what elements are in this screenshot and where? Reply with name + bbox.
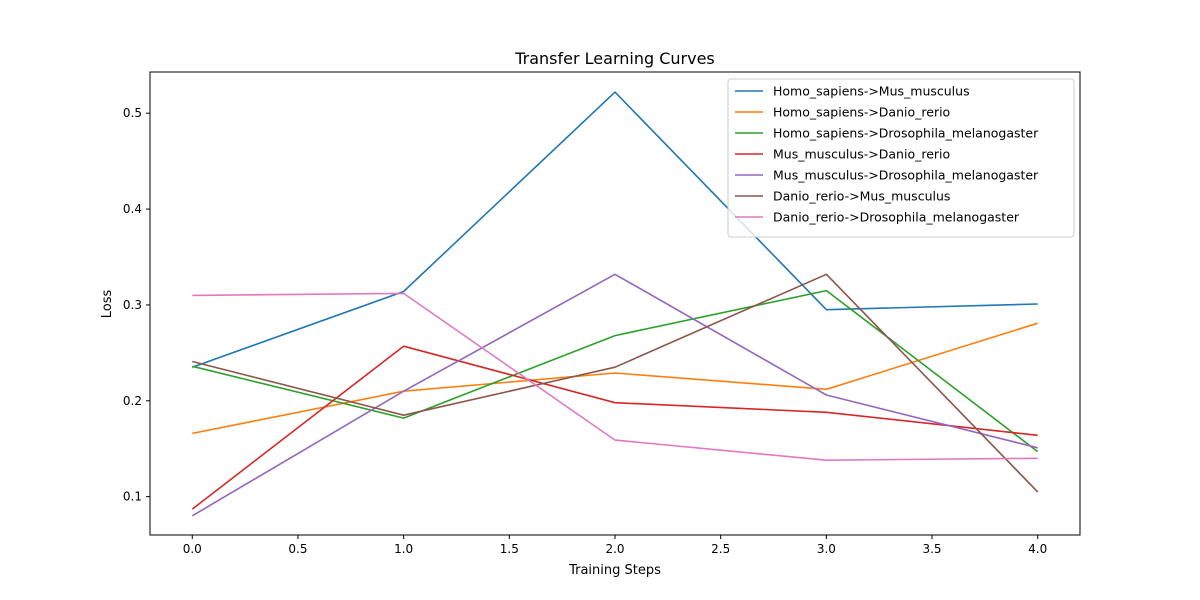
legend-entry: Mus_musculus->Drosophila_melanogaster: [773, 168, 1039, 183]
legend-entry: Danio_rerio->Drosophila_melanogaster: [773, 210, 1020, 225]
x-tick-label: 4.0: [1028, 542, 1047, 556]
x-tick-label: 2.5: [711, 542, 730, 556]
y-tick-label: 0.4: [123, 202, 142, 216]
y-axis-label: Loss: [100, 290, 115, 319]
legend-entry: Danio_rerio->Mus_musculus: [773, 189, 950, 204]
y-tick-label: 0.2: [123, 394, 142, 408]
x-tick-label: 3.0: [817, 542, 836, 556]
y-tick-label: 0.5: [123, 106, 142, 120]
series-line-6: [192, 273, 1039, 493]
legend-entry: Homo_sapiens->Danio_rerio: [773, 105, 950, 120]
chart-title: Transfer Learning Curves: [514, 49, 715, 68]
series-line-3: [192, 289, 1039, 453]
x-tick-label: 1.0: [394, 542, 413, 556]
axis-ticks: 0.0 0.5 1.0 1.5 2.0 2.5 3.0 3.5 4.0 0.1 0.2 0.3 0.4 0…: [123, 106, 1047, 556]
legend-box: [727, 78, 1075, 238]
x-tick-label: 0.5: [288, 542, 307, 556]
y-tick-label: 0.3: [123, 298, 142, 312]
x-tick-label: 3.5: [922, 542, 941, 556]
plot-frame: [149, 71, 1081, 536]
x-tick-label: 1.5: [500, 542, 519, 556]
series-line-1: [192, 91, 1038, 368]
series-line-7: [192, 292, 1038, 462]
legend-entry: Mus_musculus->Danio_rerio: [773, 147, 950, 162]
legend-entry: Homo_sapiens->Mus_musculus: [773, 84, 970, 99]
series-line-4: [191, 345, 1038, 510]
legend-entry: Homo_sapiens->Drosophila_melanogaster: [773, 126, 1039, 141]
series-lines: [191, 91, 1039, 517]
series-line-5: [191, 273, 1038, 517]
legend: Homo_sapiens->Mus_musculus Homo_sapiens->…: [727, 78, 1075, 238]
x-tick-label: 2.0: [605, 542, 624, 556]
x-axis-label: Training Steps: [568, 563, 661, 578]
y-tick-label: 0.1: [123, 490, 142, 504]
series-line-2: [192, 322, 1038, 435]
x-tick-label: 0.0: [183, 542, 202, 556]
